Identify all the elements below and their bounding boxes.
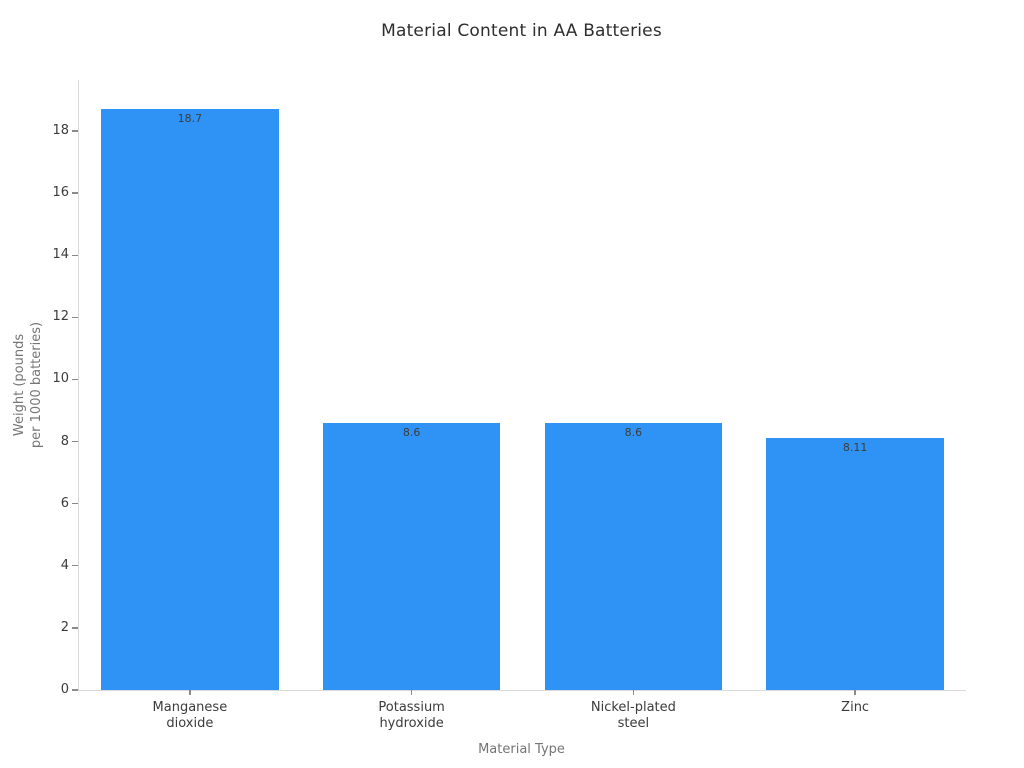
- y-tick-mark: [72, 378, 78, 381]
- x-tick-mark: [189, 690, 191, 695]
- y-tick-label: 8: [60, 433, 69, 449]
- y-tick-mark: [72, 440, 78, 443]
- y-tick-label: 6: [60, 495, 69, 511]
- bar-2: 8.6: [544, 422, 723, 690]
- y-tick-mark: [72, 254, 78, 256]
- bar-value-label: 8.11: [842, 441, 868, 455]
- y-tick-label: 16: [52, 185, 69, 201]
- bar-value-label: 8.6: [624, 425, 643, 439]
- y-tick-label: 2: [60, 619, 69, 635]
- x-tick-mark: [410, 690, 413, 695]
- x-tick-label: Zinc: [841, 700, 870, 715]
- y-tick-mark: [72, 502, 78, 505]
- bar-3: 8.11: [766, 438, 944, 690]
- y-tick-mark: [72, 130, 78, 132]
- bar-0: 18.7: [101, 109, 279, 690]
- y-tick-mark: [72, 627, 78, 629]
- y-tick-label: 4: [60, 557, 69, 573]
- y-tick-label: 10: [52, 371, 69, 387]
- x-axis-label: Material Type: [478, 742, 565, 757]
- bar-value-label: 18.7: [177, 112, 203, 126]
- y-tick-label: 14: [52, 247, 69, 263]
- y-tick-label: 0: [60, 682, 69, 697]
- y-tick-label: 18: [52, 122, 69, 138]
- x-tick-mark: [854, 690, 856, 695]
- y-tick-mark: [72, 192, 78, 194]
- x-tick-label: Potassium hydroxide: [378, 700, 445, 731]
- bar-value-label: 8.6: [402, 425, 421, 439]
- x-tick-mark: [632, 690, 635, 695]
- bar-1: 8.6: [322, 422, 501, 690]
- y-tick-mark: [72, 565, 78, 567]
- chart-title: Material Content in AA Batteries: [381, 21, 662, 41]
- y-tick-mark: [72, 689, 78, 691]
- y-tick-mark: [72, 316, 78, 318]
- x-tick-label: Nickel-plated steel: [590, 700, 676, 731]
- x-tick-label: Manganese dioxide: [152, 700, 228, 731]
- plot-area: 0 2 4 6 8 10 12 14 16 18 18.7 8.6 8.6 8.11 Manganese…: [52, 80, 966, 731]
- y-tick-label: 12: [52, 309, 69, 325]
- y-axis-label: Weight (pounds per 1000 batteries): [12, 321, 44, 449]
